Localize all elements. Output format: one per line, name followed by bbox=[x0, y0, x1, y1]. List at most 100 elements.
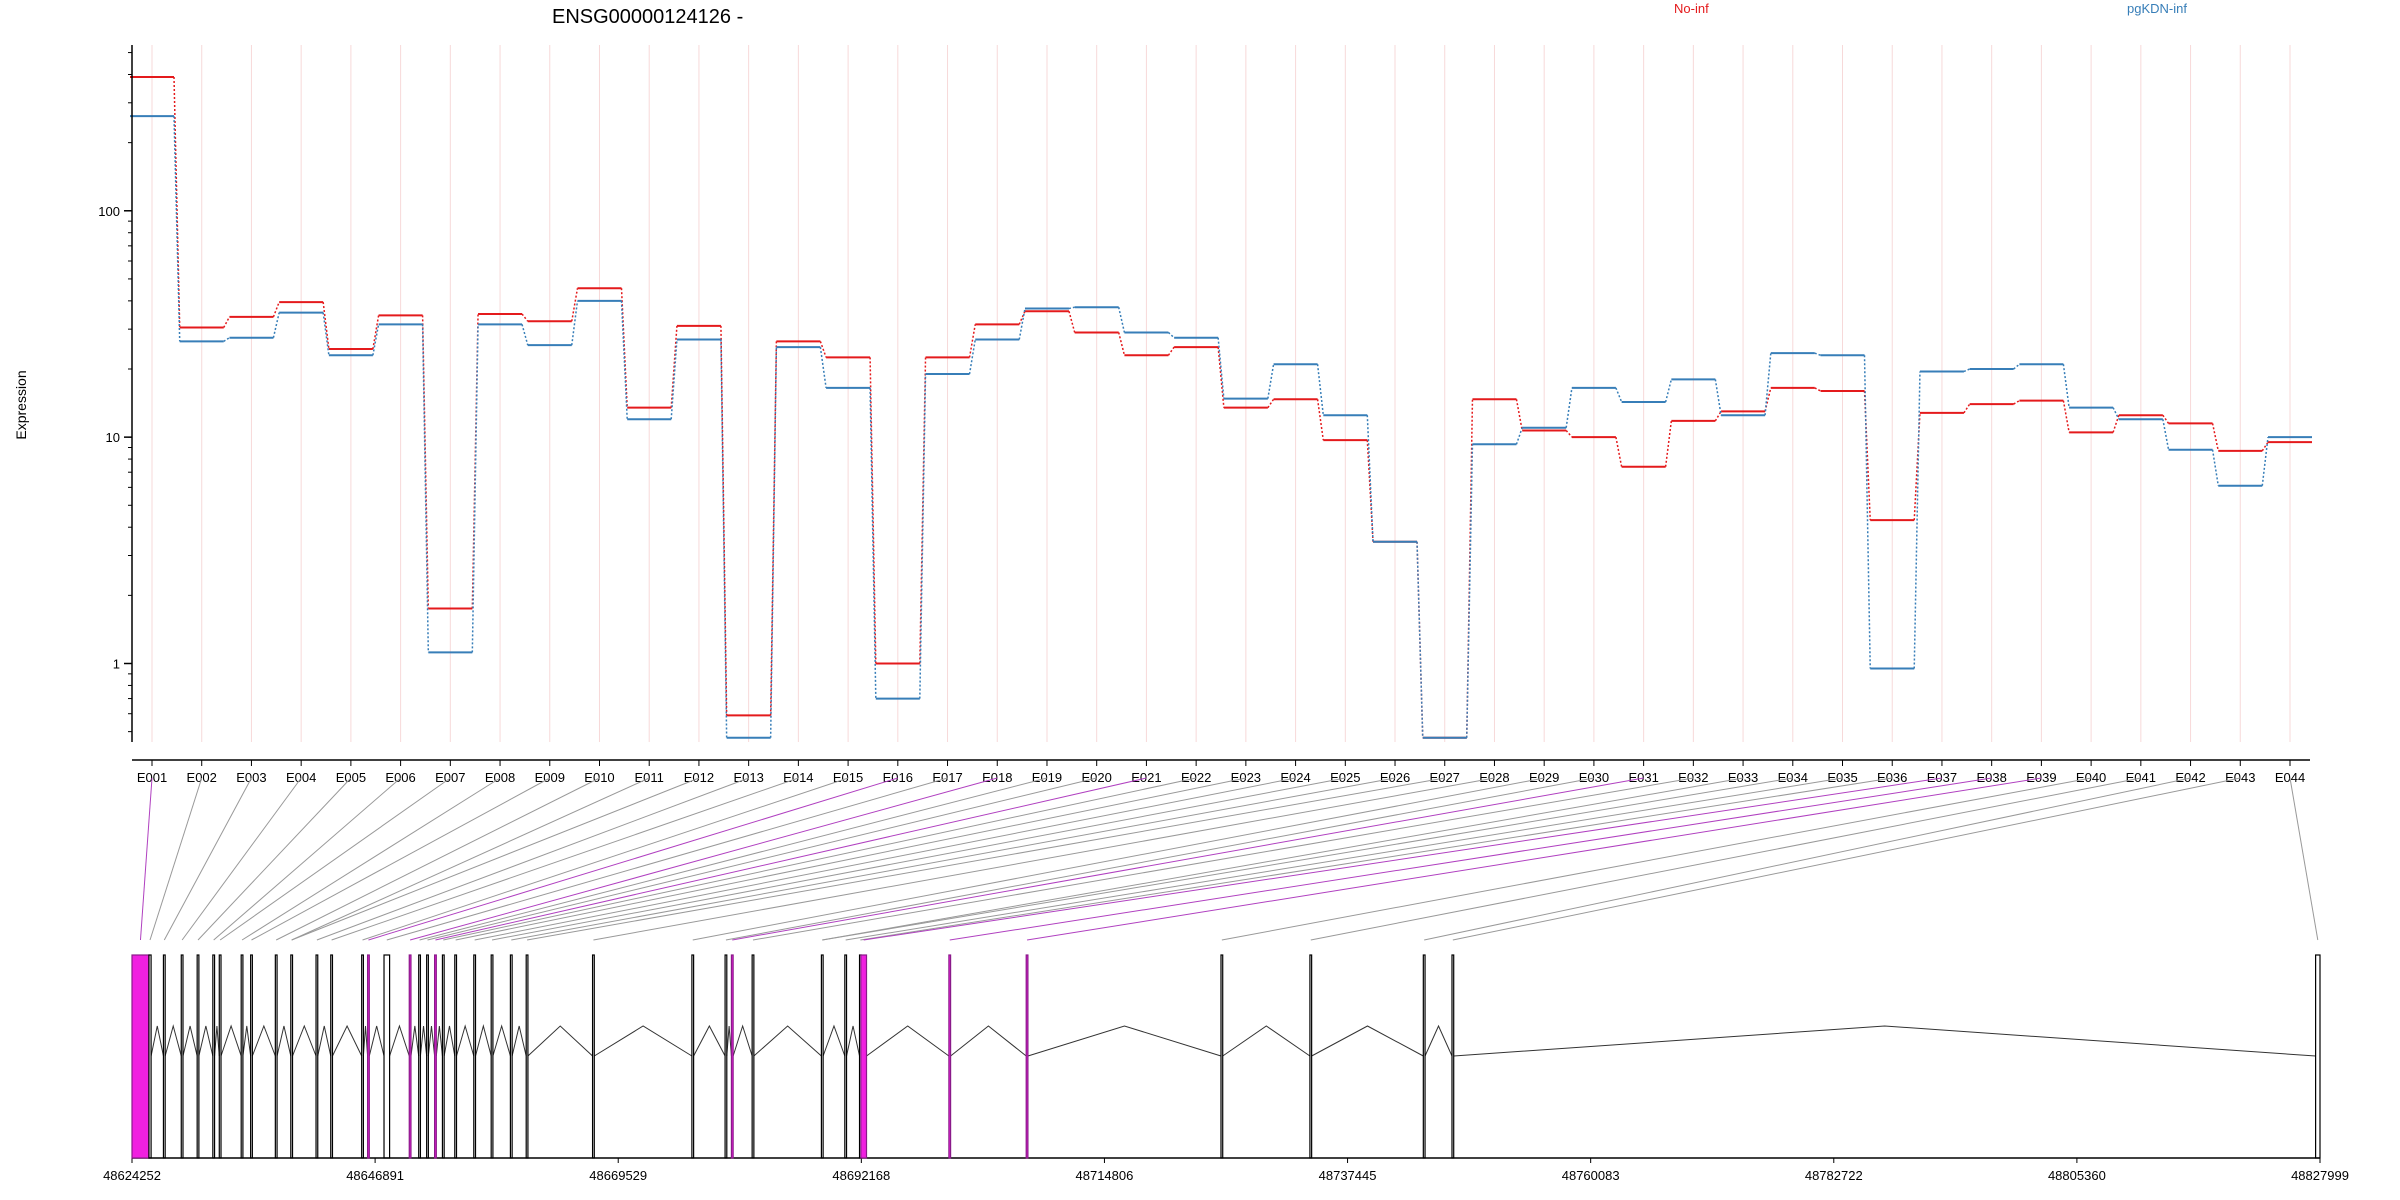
x-tick-label: E020 bbox=[1082, 770, 1112, 785]
exon-box-highlighted bbox=[366, 954, 370, 1159]
series-connector bbox=[1515, 399, 1523, 431]
exon-box bbox=[315, 954, 319, 1159]
series-connector bbox=[1217, 337, 1225, 399]
exon-box bbox=[724, 954, 728, 1159]
exon-box bbox=[751, 954, 755, 1159]
exon-connector bbox=[752, 777, 1694, 941]
exon-connector-lines bbox=[139, 777, 2319, 941]
exon-connector bbox=[860, 777, 1893, 941]
series-connector bbox=[322, 312, 330, 356]
exon-box bbox=[1422, 954, 1426, 1159]
series-connector bbox=[2162, 414, 2170, 424]
series-connector bbox=[2062, 400, 2070, 433]
exon-connector bbox=[949, 777, 1992, 941]
series-connector bbox=[1217, 346, 1225, 408]
exon-connector bbox=[443, 777, 1197, 941]
intron-line bbox=[950, 1025, 1027, 1057]
intron-line bbox=[164, 1024, 182, 1057]
intron-line bbox=[846, 1025, 861, 1057]
intron-line bbox=[332, 1024, 363, 1057]
x-tick-label: E037 bbox=[1927, 770, 1957, 785]
exon-connector bbox=[435, 777, 1147, 941]
exon-connector bbox=[241, 777, 501, 941]
x-tick-label: E017 bbox=[932, 770, 962, 785]
series-connector bbox=[1764, 387, 1772, 412]
exon-connector bbox=[1026, 777, 2042, 941]
series-connector bbox=[1267, 398, 1275, 409]
x-tick-label: E031 bbox=[1628, 770, 1658, 785]
exon-box-highlighted bbox=[860, 954, 868, 1159]
exon-connector bbox=[491, 777, 1346, 941]
series-connector bbox=[620, 300, 628, 420]
exon-connector bbox=[2289, 777, 2319, 941]
exon-box-highlighted bbox=[433, 954, 437, 1159]
exon-connector bbox=[291, 777, 700, 941]
series-connector bbox=[372, 315, 380, 350]
exon-connector bbox=[511, 777, 1396, 941]
intron-line bbox=[317, 1025, 332, 1057]
series-connector bbox=[372, 324, 380, 356]
exon-box bbox=[426, 954, 429, 1159]
x-tick-label: E013 bbox=[733, 770, 763, 785]
intron-line bbox=[726, 1025, 732, 1057]
exon-box bbox=[441, 954, 445, 1159]
x-tick-label: E030 bbox=[1579, 770, 1609, 785]
exon-box bbox=[691, 954, 695, 1159]
exon-box bbox=[591, 954, 595, 1159]
series-connector bbox=[2112, 407, 2120, 420]
exon-connector bbox=[593, 777, 1495, 941]
intron-line bbox=[732, 1024, 753, 1057]
x-tick-label: E044 bbox=[2275, 770, 2305, 785]
exon-box bbox=[212, 954, 216, 1159]
exon-box bbox=[844, 954, 848, 1159]
exon-box bbox=[240, 954, 244, 1159]
series-connector bbox=[1068, 306, 1075, 310]
x-tick-label: E022 bbox=[1181, 770, 1211, 785]
series-connector bbox=[1068, 311, 1076, 333]
grid-lines bbox=[151, 45, 2291, 742]
exon-box-highlighted bbox=[408, 954, 412, 1159]
series-connector bbox=[819, 341, 827, 358]
exon-box bbox=[290, 954, 294, 1159]
exon-connector bbox=[219, 777, 451, 941]
series-connector bbox=[1316, 364, 1325, 416]
intron-line bbox=[220, 1024, 242, 1057]
intron-line bbox=[198, 1025, 214, 1057]
series-connector bbox=[1863, 355, 1871, 669]
exon-box bbox=[2315, 954, 2321, 1159]
exon-box-highlighted bbox=[730, 954, 734, 1159]
x-tick-label: E029 bbox=[1529, 770, 1559, 785]
gene-model-track: 48624252 48646891 48669529 48692168 48714806… bbox=[103, 954, 2349, 1183]
series-connector bbox=[173, 116, 181, 342]
intron-line bbox=[368, 1025, 385, 1057]
x-tick-label: E039 bbox=[2026, 770, 2056, 785]
exon-connector bbox=[213, 777, 401, 941]
series-connector bbox=[1167, 346, 1175, 356]
exon-connector bbox=[822, 777, 1793, 941]
intron-line bbox=[1311, 1025, 1424, 1057]
legend-item-no-inf: No-inf bbox=[1674, 1, 1709, 16]
exon-connector bbox=[427, 777, 1097, 941]
series-connector bbox=[2211, 423, 2220, 451]
x-tick-label: E006 bbox=[385, 770, 415, 785]
exon-box bbox=[509, 954, 513, 1159]
intron-line bbox=[410, 1025, 420, 1057]
x-tick-label: E009 bbox=[535, 770, 565, 785]
exon-connector bbox=[692, 777, 1545, 941]
x-tick-label: E043 bbox=[2225, 770, 2255, 785]
exon-box bbox=[162, 954, 166, 1159]
series-connector bbox=[2013, 399, 2020, 405]
intron-line bbox=[214, 1025, 220, 1057]
series-connector bbox=[2112, 414, 2120, 433]
intron-line bbox=[1222, 1025, 1311, 1057]
exon-connector bbox=[725, 777, 1594, 941]
series-connector bbox=[571, 300, 579, 346]
intron-line bbox=[511, 1025, 527, 1057]
series-connector bbox=[1764, 353, 1772, 416]
intron-line bbox=[435, 1025, 443, 1057]
intron-line bbox=[276, 1025, 292, 1057]
exon-connector bbox=[1310, 777, 2141, 941]
x-tick-label: E033 bbox=[1728, 770, 1758, 785]
series-connector bbox=[2211, 449, 2220, 486]
